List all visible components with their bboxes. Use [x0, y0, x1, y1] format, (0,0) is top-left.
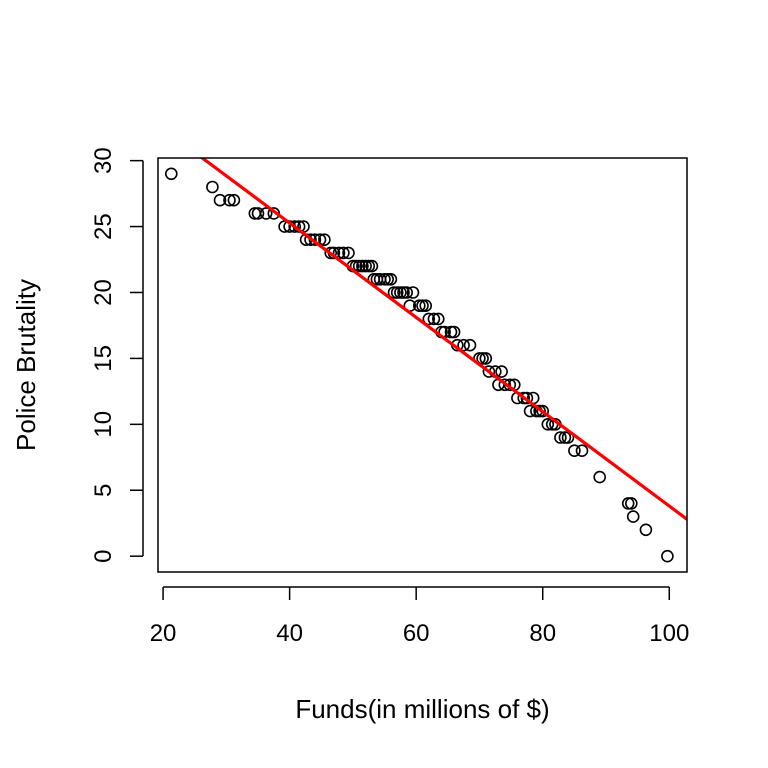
- data-point: [227, 193, 241, 207]
- data-point: [381, 272, 395, 286]
- y-tick-label: 0: [90, 550, 117, 563]
- data-point: [427, 312, 441, 326]
- data-point: [536, 404, 550, 418]
- data-point: [304, 233, 317, 246]
- data-point: [431, 312, 445, 326]
- data-point: [390, 286, 404, 299]
- x-tick-label: 20: [150, 620, 177, 647]
- data-point: [517, 391, 531, 405]
- data-point: [223, 193, 236, 207]
- data-point: [422, 312, 436, 326]
- data-point: [397, 286, 410, 299]
- data-point: [554, 431, 567, 444]
- x-tick-label: 80: [529, 620, 556, 647]
- data-point: [337, 246, 350, 260]
- data-point: [457, 338, 470, 352]
- data-point: [476, 352, 489, 365]
- data-point: [251, 207, 265, 220]
- data-point: [352, 259, 366, 273]
- data-point: [495, 365, 508, 378]
- data-point: [626, 510, 640, 523]
- data-point: [479, 352, 493, 365]
- data-point: [384, 272, 398, 286]
- data-point: [624, 497, 638, 510]
- data-point: [356, 259, 369, 273]
- y-tick-label: 20: [90, 279, 117, 306]
- axes-layer: 20 40 60 80 100 0 5 10 15 20 25 30: [90, 147, 689, 647]
- x-tick-label: 60: [403, 620, 430, 647]
- data-point: [419, 299, 433, 313]
- regression-line: [199, 158, 687, 521]
- data-point: [482, 365, 496, 378]
- data-point: [267, 207, 281, 220]
- data-point: [288, 220, 302, 233]
- data-point: [541, 417, 555, 431]
- data-point: [447, 325, 461, 339]
- data-point: [558, 431, 572, 444]
- y-tick-label: 15: [90, 345, 117, 372]
- data-point: [213, 193, 227, 207]
- data-point: [365, 259, 379, 273]
- data-point: [523, 404, 537, 418]
- data-point: [520, 391, 534, 405]
- data-point: [575, 444, 589, 458]
- data-point: [318, 233, 331, 246]
- plot-frame: [157, 157, 688, 573]
- data-point: [165, 167, 178, 181]
- data-point: [661, 549, 674, 563]
- data-point: [406, 286, 420, 299]
- data-point: [568, 444, 581, 458]
- data-point: [412, 299, 426, 313]
- data-point: [387, 286, 401, 299]
- fit-line-layer: [199, 158, 687, 521]
- data-point: [259, 207, 273, 220]
- data-point: [324, 246, 338, 260]
- data-point: [463, 338, 477, 352]
- data-point: [444, 325, 458, 339]
- y-tick-label: 10: [90, 411, 117, 438]
- data-point: [621, 497, 635, 510]
- y-tick-label: 25: [90, 213, 117, 240]
- data-point: [359, 259, 372, 273]
- data-point: [206, 180, 219, 194]
- data-point: [416, 299, 429, 313]
- y-tick-label: 5: [90, 484, 117, 497]
- data-point: [639, 523, 653, 537]
- x-tick-label: 40: [276, 620, 303, 647]
- data-point: [498, 378, 512, 392]
- data-point: [342, 246, 355, 260]
- data-point: [593, 470, 607, 484]
- y-tick-label: 30: [90, 147, 117, 174]
- data-point: [378, 272, 391, 286]
- data-point: [394, 286, 407, 299]
- data-point: [362, 259, 376, 273]
- x-tick-label: 100: [649, 620, 689, 647]
- data-point: [533, 404, 546, 418]
- data-point: [400, 286, 414, 299]
- y-axis-title: Police Brutality: [11, 279, 41, 451]
- x-axis-title: Funds(in millions of $): [295, 694, 549, 724]
